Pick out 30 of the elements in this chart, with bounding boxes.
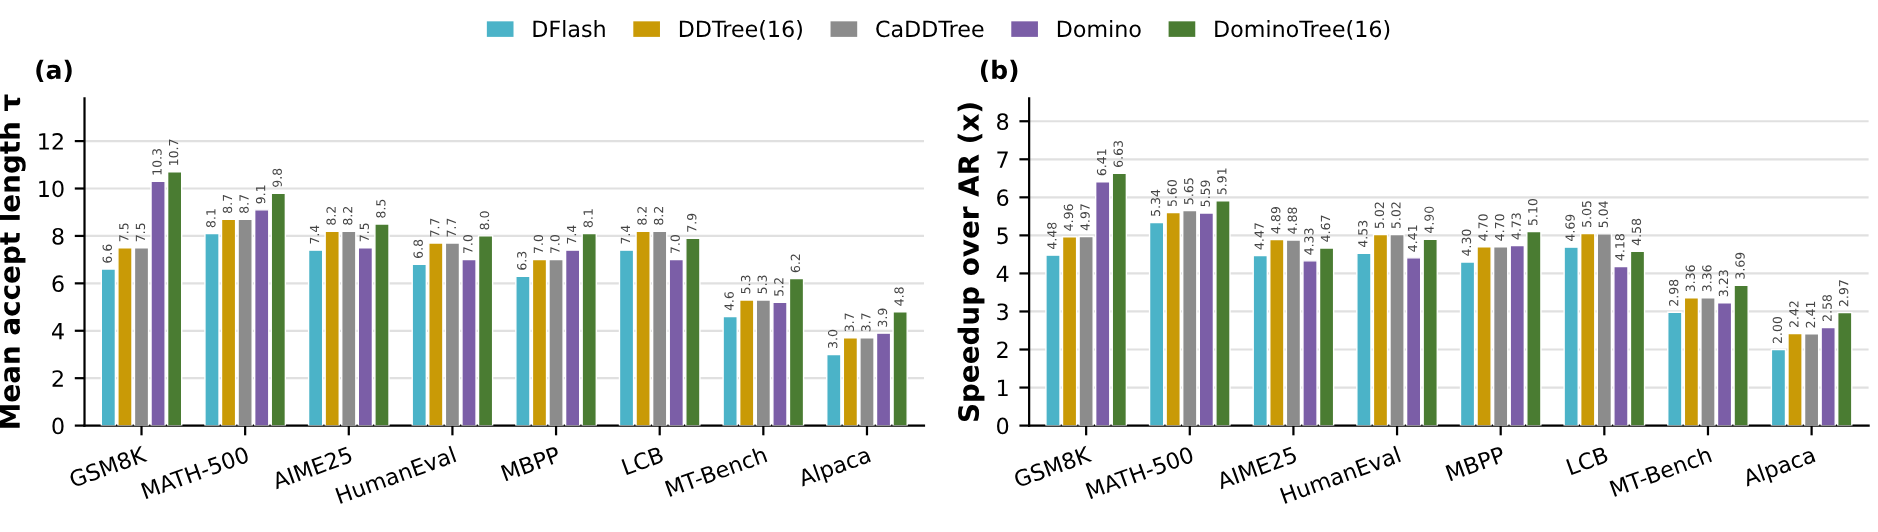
x-tick-label: Alpaca xyxy=(796,445,873,491)
y-tick-label: 3 xyxy=(997,303,1008,321)
y-tick-label: 6 xyxy=(52,275,64,293)
y-tick-label: 4 xyxy=(996,265,1009,282)
x-tick-label: LCB xyxy=(1565,445,1609,476)
chart-title: (a) xyxy=(36,59,72,83)
legend-label: DDTree(16) xyxy=(679,20,802,40)
y-tick-label: 8 xyxy=(52,227,64,245)
x-tick-label: LCB xyxy=(621,445,665,476)
y-tick-label: 7 xyxy=(997,151,1008,168)
legend-label: CaDDTree xyxy=(876,20,984,38)
y-axis-title: Speedup over AR (x) xyxy=(957,103,985,422)
legend-label: DFlash xyxy=(533,20,605,38)
y-tick-label: 2 xyxy=(997,341,1008,358)
x-tick-label: MBPP xyxy=(500,445,562,482)
y-tick-label: 0 xyxy=(52,417,64,435)
legend-label: Domino xyxy=(1057,20,1141,38)
y-tick-label: 6 xyxy=(997,189,1009,207)
chart-title: (b) xyxy=(980,59,1018,83)
y-tick-label: 8 xyxy=(997,113,1009,131)
x-tick-label: Alpaca xyxy=(1741,445,1818,491)
y-tick-label: 1 xyxy=(998,379,1008,396)
y-tick-label: 12 xyxy=(39,133,63,150)
y-tick-label: 10 xyxy=(39,180,64,198)
y-tick-label: 0 xyxy=(997,417,1009,435)
y-tick-label: 4 xyxy=(52,323,64,340)
y-tick-label: 5 xyxy=(997,227,1008,245)
y-tick-label: 2 xyxy=(52,370,63,387)
legend-label: DominoTree(16) xyxy=(1215,20,1390,40)
x-tick-label: MBPP xyxy=(1445,445,1506,482)
